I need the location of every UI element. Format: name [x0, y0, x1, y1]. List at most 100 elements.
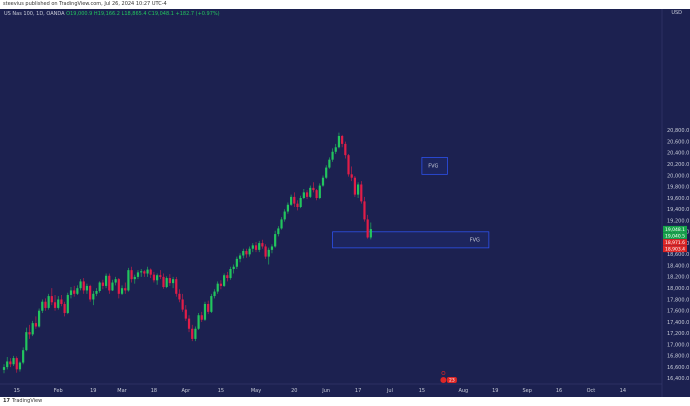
candle-body	[2, 367, 6, 370]
event-icon[interactable]	[440, 377, 447, 383]
time-tick-label: 19	[492, 388, 498, 394]
candle-body	[363, 201, 366, 220]
candle-body	[47, 296, 50, 308]
candle-body	[149, 269, 152, 275]
candle-body	[235, 258, 238, 267]
time-tick-label: Aug	[458, 388, 468, 394]
candle-body	[22, 350, 25, 363]
candle-body	[232, 266, 235, 270]
candle-body	[184, 309, 187, 319]
candle-body	[280, 219, 283, 229]
candle-body	[69, 290, 73, 295]
candle-body	[334, 147, 337, 152]
candle-body	[85, 285, 89, 291]
price-tick-label: 20,200.0	[667, 162, 689, 168]
fvg-box[interactable]	[421, 157, 448, 175]
candle-body	[82, 281, 85, 291]
price-label-box	[663, 232, 687, 239]
candle-body	[251, 245, 254, 249]
currency-label[interactable]: USD	[671, 10, 682, 16]
candle-body	[245, 250, 248, 255]
candle-body	[216, 283, 219, 292]
candle-body	[108, 275, 111, 291]
candle-body	[98, 282, 101, 291]
candle-body	[197, 315, 200, 329]
publisher-line: steevius published on TradingView.com, J…	[3, 1, 167, 7]
candle-body	[168, 278, 171, 284]
price-tick-label: 16,400.0	[667, 376, 689, 382]
candle-body	[341, 136, 344, 144]
candle-body	[114, 279, 117, 283]
time-tick-label: Jun	[321, 388, 330, 394]
candle-body	[120, 288, 124, 294]
candle-body	[28, 332, 31, 335]
candle-body	[25, 332, 28, 351]
candle-body	[360, 184, 363, 202]
fvg-label: FVG	[428, 164, 438, 170]
candle-body	[248, 248, 251, 255]
candle-body	[44, 301, 47, 308]
time-tick-label: Jul	[386, 388, 393, 394]
candle-body	[127, 270, 130, 291]
time-tick-label: 16	[556, 388, 562, 394]
event-count-text: 23	[449, 378, 455, 384]
time-tick-label: Oct	[587, 388, 596, 394]
candle-body	[258, 243, 261, 250]
candle-body	[254, 245, 258, 250]
candle-body	[53, 302, 57, 308]
candle-body	[325, 167, 328, 178]
candle-body	[331, 151, 334, 160]
price-label-text: 18,903.4	[665, 247, 685, 253]
candle-body	[261, 243, 264, 247]
time-tick-label: Mar	[117, 388, 127, 394]
price-tick-label: 18,600.0	[667, 252, 689, 258]
time-tick-label: 17	[355, 388, 361, 394]
candle-body	[63, 303, 66, 313]
candle-body	[130, 270, 133, 280]
candle-body	[321, 177, 325, 186]
time-tick-label: Apr	[182, 388, 192, 394]
candle-body	[140, 271, 143, 273]
price-label-box	[663, 239, 687, 246]
candle-body	[136, 272, 140, 277]
candle-body	[344, 143, 347, 156]
candle-body	[210, 296, 213, 312]
price-tick-label: 18,000.0	[667, 286, 689, 292]
candle-body	[274, 234, 277, 247]
candle-body	[283, 211, 286, 220]
event-pin-icon[interactable]	[441, 371, 446, 375]
candle-body	[18, 362, 22, 370]
time-tick-label: 20	[291, 388, 297, 394]
event-markers[interactable]: 23	[440, 371, 457, 384]
time-tick-label: 15	[14, 388, 20, 394]
candle-body	[238, 255, 242, 259]
time-tick-label: Sep	[522, 388, 531, 394]
candle-body	[152, 274, 156, 281]
price-tick-label: 17,800.0	[667, 297, 689, 303]
symbol-label[interactable]: US Nas 100, 1D, OANDA	[4, 11, 65, 17]
price-label-text: 18,971.6	[665, 240, 685, 246]
time-tick-label: 15	[419, 388, 425, 394]
price-tick-label: 19,600.0	[667, 196, 689, 202]
candle-body	[309, 187, 312, 197]
price-tick-label: 16,800.0	[667, 354, 689, 360]
candle-body	[213, 291, 216, 297]
tradingview-logo[interactable]: 17 TradingView	[3, 397, 42, 406]
candle-body	[162, 276, 165, 288]
time-tick-label: 19	[90, 388, 96, 394]
fvg-box[interactable]	[332, 231, 490, 249]
symbol-legend[interactable]: US Nas 100, 1D, OANDA O19,000.9 H19,166.…	[4, 10, 220, 18]
price-label-box	[663, 245, 687, 253]
candle-body	[76, 288, 79, 294]
candle-body	[203, 303, 207, 320]
time-tick-label: May	[251, 388, 261, 394]
event-count-badge[interactable]	[446, 377, 457, 383]
candle-body	[12, 358, 15, 365]
candle-body	[57, 299, 60, 308]
ohlc-values: O19,000.9 H19,166.2 L18,865.4 C19,048.1 …	[66, 11, 220, 17]
price-tick-label: 18,200.0	[667, 275, 689, 281]
candle-body	[159, 275, 162, 277]
